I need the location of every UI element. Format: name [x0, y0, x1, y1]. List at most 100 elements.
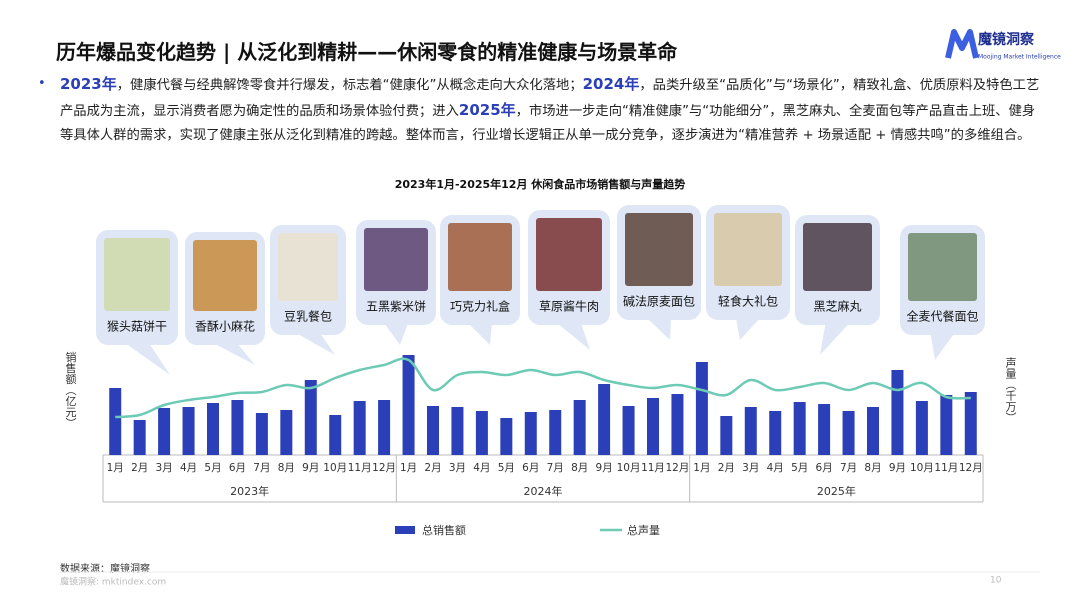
bar: [842, 411, 855, 455]
x-tick-label: 12月: [372, 462, 396, 474]
bar: [427, 406, 439, 455]
bar: [818, 404, 831, 455]
bar: [402, 355, 415, 455]
callout-label: 巧克力礼盒: [450, 299, 510, 314]
callout-label: 全麦代餐面包: [906, 309, 978, 324]
bar: [280, 410, 293, 455]
bar: [158, 408, 171, 455]
bar: [451, 407, 464, 455]
callout-pointer: [820, 323, 850, 355]
logo-sub: Moojing Market Intelligence: [978, 54, 1061, 61]
bar: [695, 362, 708, 455]
callout-label: 猴头菇饼干: [107, 320, 167, 334]
bar: [353, 401, 366, 455]
callout-pointer: [125, 343, 170, 375]
callout-pointer: [468, 323, 492, 345]
bar: [500, 418, 513, 455]
bar: [891, 370, 904, 455]
callout-pointer: [384, 323, 408, 345]
x-tick-label: 10月: [617, 462, 641, 474]
x-tick-label: 9月: [596, 462, 613, 474]
bar: [231, 400, 244, 455]
x-tick-label: 8月: [864, 462, 881, 474]
highlight: 2024年: [582, 75, 640, 93]
highlight: 2025年: [458, 101, 516, 119]
callout-label: 五黑紫米饼: [366, 300, 426, 314]
legend-swatch: [395, 526, 415, 534]
bar: [647, 398, 659, 455]
x-tick-label: 2月: [424, 462, 441, 474]
x-tick-label: 9月: [302, 462, 319, 474]
x-tick-label: 5月: [204, 462, 221, 474]
product-image: [908, 233, 977, 301]
x-tick-label: 10月: [323, 462, 347, 474]
chart-title: 2023年1月-2025年12月 休闲食品市场销售额与声量趋势: [395, 177, 686, 191]
callout-label: 轻食大礼包: [718, 294, 778, 309]
bar: [720, 416, 733, 455]
callout-label: 香酥小麻花: [195, 319, 255, 334]
product-image: [278, 233, 338, 301]
page-number: 10: [990, 576, 1002, 586]
product-image: [364, 228, 428, 291]
callout-pointer: [930, 333, 955, 360]
bar: [867, 407, 879, 455]
callout-pointer: [296, 333, 335, 355]
highlight: 2023年: [60, 75, 117, 93]
x-tick-label: 11月: [934, 462, 958, 474]
product-image: [193, 240, 257, 311]
bar: [255, 413, 268, 455]
x-tick-label: 3月: [156, 462, 173, 474]
x-tick-label: 8月: [278, 462, 295, 474]
product-image: [536, 218, 602, 291]
logo-mark: [945, 29, 979, 59]
legend-label: 总声量: [627, 523, 660, 537]
product-image: [448, 223, 512, 291]
title: 历年爆品变化趋势 | 从泛化到精耕——休闲零食的精准健康与场景革命: [56, 40, 678, 64]
callout-pointer: [647, 318, 671, 340]
y-axis-title: 销售额（亿元）: [64, 350, 77, 428]
callout-label: 碱法原麦面包: [623, 295, 695, 309]
x-tick-label: 4月: [767, 462, 784, 474]
bar: [598, 384, 611, 455]
x-tick-label: 1月: [107, 462, 124, 474]
bar: [524, 412, 537, 455]
callout-label: 黑芝麻丸: [813, 299, 861, 314]
summary: 2023年，健康代餐与经典解馋零食并行爆发，标志着“健康化”从概念走向大众化落地…: [60, 72, 1040, 148]
bar: [207, 403, 219, 455]
line: [115, 357, 971, 419]
bar: [549, 410, 562, 455]
bar: [769, 411, 782, 455]
x-tick-label: 7月: [253, 462, 270, 474]
x-tick-label: 6月: [816, 462, 833, 474]
callout-pointer: [736, 318, 760, 340]
callout-pointer: [213, 343, 255, 365]
x-tick-label: 2月: [131, 462, 148, 474]
year-label: 2024年: [524, 484, 563, 498]
x-tick-label: 4月: [180, 462, 197, 474]
bar: [109, 388, 122, 455]
bar: [475, 411, 488, 455]
bar: [915, 401, 928, 455]
bar: [182, 407, 195, 455]
product-image: [625, 213, 693, 286]
year-label: 2023年: [230, 484, 269, 498]
x-tick-label: 6月: [522, 462, 539, 474]
bullet: •: [38, 76, 46, 91]
bar: [671, 394, 684, 455]
x-tick-label: 1月: [693, 462, 710, 474]
legend-label: 总销售额: [422, 523, 466, 537]
callout-label: 豆乳餐包: [284, 309, 332, 324]
x-tick-label: 1月: [400, 462, 417, 474]
product-image: [104, 238, 170, 311]
x-tick-label: 7月: [547, 462, 564, 474]
text: ，市场进一步走向“精准健康”与“功能细分”，黑芝麻丸、全麦面包等产品直击上班、健…: [60, 104, 1036, 143]
bar: [329, 415, 342, 455]
x-tick-label: 6月: [229, 462, 246, 474]
x-tick-label: 11月: [348, 462, 372, 474]
bar: [133, 420, 146, 455]
x-tick-label: 12月: [666, 462, 690, 474]
product-image: [803, 223, 872, 291]
site: 魔镜洞察: mktindex.com: [60, 576, 166, 588]
